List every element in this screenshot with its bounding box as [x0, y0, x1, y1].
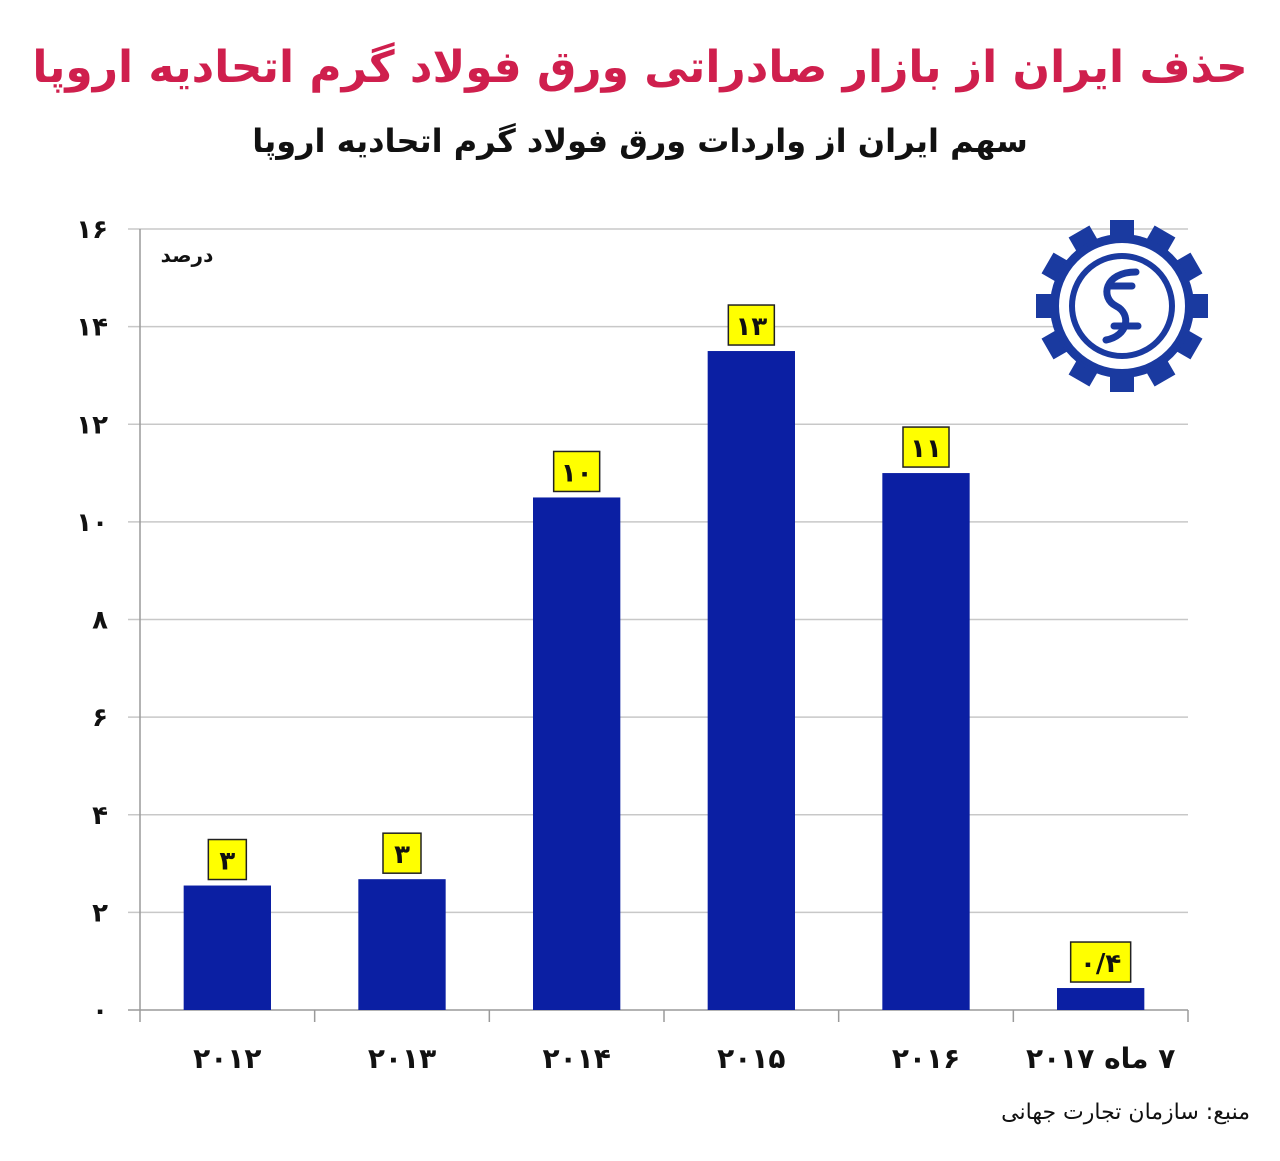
data-label: ۳ — [394, 840, 410, 870]
data-label-box — [1069, 941, 1132, 983]
y-tick-label: ۲ — [92, 898, 108, 928]
data-label: ۱۱ — [910, 434, 942, 464]
bar — [358, 879, 446, 1010]
page-subtitle: سهم ایران از واردات ورق فولاد گرم اتحادی… — [252, 122, 1028, 160]
unit-label: درصد — [161, 243, 214, 267]
x-tick-label: ۲۰۱۲ — [193, 1042, 261, 1075]
bar-chart: ۰ ۲ ۴ ۶ ۸ ۱۰ ۱۲ ۱۴ ۱۶ ۲۰۱۲ ۲۰۱۳ ۲۰۱۴ ۲۰۱۵ ۲۰۱۶ ۷ ماه ۲… — [76, 215, 1208, 1075]
y-tick-label: ۱۰ — [76, 508, 108, 538]
data-label-box — [552, 450, 601, 493]
data-label-box — [727, 304, 776, 346]
data-label-box — [902, 426, 950, 468]
data-label: ۰/۴ — [1080, 949, 1121, 979]
x-tick-label: ۲۰۱۶ — [892, 1042, 960, 1075]
bar — [1057, 988, 1145, 1010]
bar — [882, 473, 970, 1010]
data-label-box — [207, 838, 248, 881]
y-tick-label: ۱۶ — [76, 215, 108, 245]
axes: ۰ ۲ ۴ ۶ ۸ ۱۰ ۱۲ ۱۴ ۱۶ ۲۰۱۲ ۲۰۱۳ ۲۰۱۴ ۲۰۱۵ ۲۰۱۶ ۷ ماه ۲… — [76, 215, 1189, 1075]
x-tick-label: ۷ ماه ۲۰۱۷ — [1026, 1042, 1175, 1075]
y-tick-label: ۸ — [92, 606, 108, 636]
y-tick-label: ۴ — [92, 801, 108, 831]
bar — [707, 351, 795, 1010]
data-label: ۳ — [219, 847, 235, 877]
data-label-box — [382, 832, 422, 874]
page-title: حذف ایران از بازار صادراتی ورق فولاد گرم… — [32, 42, 1248, 93]
y-tick-label: ۱۲ — [76, 410, 108, 440]
source-note: منبع: سازمان تجارت جهانی — [1001, 1100, 1250, 1125]
grid-lines — [128, 228, 1188, 914]
y-tick-label: ۶ — [92, 703, 108, 733]
x-tick-label: ۲۰۱۴ — [542, 1042, 610, 1075]
gear-logo-icon — [1036, 220, 1208, 392]
data-labels: ۳ ۳ ۱۰ ۱۳ ۱۱ ۰/۴ — [207, 304, 1132, 983]
data-label: ۱۰ — [561, 458, 593, 488]
data-label: ۱۳ — [735, 312, 767, 342]
y-tick-label: ۱۴ — [76, 313, 108, 343]
bar — [183, 885, 271, 1010]
bars — [183, 351, 1145, 1010]
x-tick-label: ۲۰۱۵ — [717, 1042, 785, 1075]
x-tick-label: ۲۰۱۳ — [368, 1042, 436, 1075]
y-tick-label: ۰ — [92, 996, 108, 1026]
bar — [533, 497, 621, 1010]
